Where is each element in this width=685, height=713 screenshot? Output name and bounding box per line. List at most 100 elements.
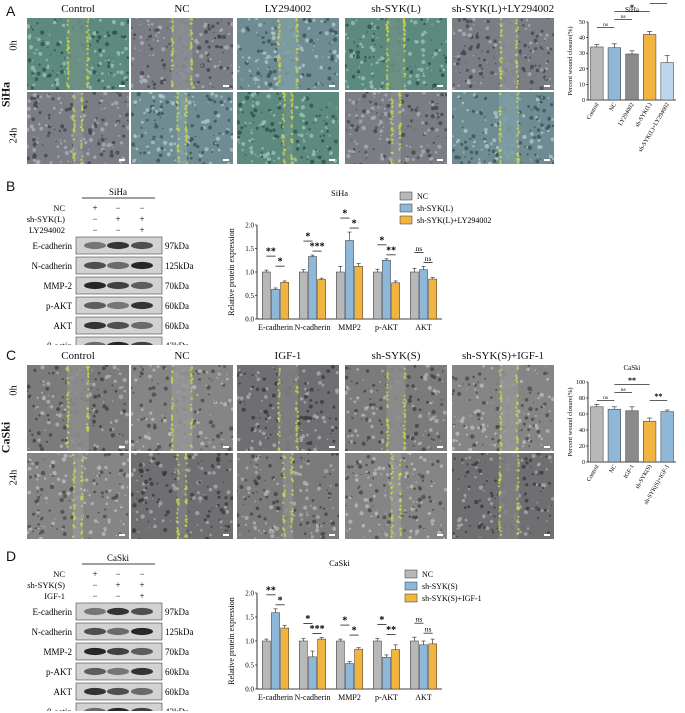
x-tick-label: NC — [609, 102, 618, 112]
bar — [625, 53, 639, 101]
molecular-weight: 60kDa — [165, 667, 189, 677]
micrograph-image — [131, 92, 233, 164]
x-tick-label: AKT — [415, 693, 432, 702]
blot-band — [84, 241, 106, 250]
blot-band — [107, 687, 129, 696]
protein-label: E-cadherin — [33, 241, 73, 251]
y-tick-label: 80 — [579, 396, 585, 402]
column-label: sh-SYK(L) — [371, 3, 421, 15]
treatment-label: LY294002 — [29, 225, 65, 235]
treatment-sign: − — [139, 203, 144, 213]
bar — [280, 627, 289, 690]
molecular-weight: 125kDa — [165, 627, 194, 637]
column-label: sh-SYK(S) — [371, 350, 421, 362]
significance-label: *** — [310, 624, 325, 635]
bar — [428, 278, 437, 320]
significance-label: * — [379, 235, 384, 246]
bar — [382, 260, 391, 320]
y-tick-label: 0 — [582, 460, 585, 466]
y-tick-label: 50 — [579, 20, 585, 26]
y-tick-label: 1.5 — [245, 245, 254, 253]
bar — [419, 644, 428, 690]
y-tick-label: 40 — [579, 428, 585, 434]
bar — [643, 34, 657, 101]
blot-band — [131, 241, 153, 250]
blot-band — [131, 627, 153, 636]
blot-band — [107, 647, 129, 656]
treatment-sign: − — [92, 225, 97, 235]
chart-title: SiHa — [331, 188, 348, 198]
column-label: LY294002 — [264, 3, 312, 15]
micrograph-image — [452, 365, 554, 451]
micrograph-image — [452, 18, 554, 90]
significance-label: ns — [603, 22, 608, 28]
bar — [590, 46, 604, 101]
y-axis-label: Percent wound closure(%) — [567, 388, 574, 457]
treatment-sign: − — [115, 569, 120, 579]
x-tick-label: p-AKT — [375, 693, 398, 702]
column-label: sh-SYK(L)+LY294002 — [451, 3, 555, 15]
y-tick-label: 20 — [579, 67, 585, 73]
significance-label: * — [352, 626, 357, 637]
panel-letter-d: D — [6, 548, 17, 564]
x-tick-label: MMP2 — [338, 693, 361, 702]
micrograph-image — [27, 365, 129, 451]
treatment-label: NC — [53, 569, 65, 579]
y-tick-label: 0.0 — [245, 316, 254, 324]
cell-line-label-siha: SiHa — [0, 81, 13, 108]
treatment-sign: − — [92, 580, 97, 590]
bar — [428, 643, 437, 690]
significance-label: * — [342, 209, 347, 220]
blot-band — [131, 667, 153, 676]
y-tick-label: 2.0 — [245, 590, 254, 598]
column-label: NC — [174, 3, 190, 15]
bar — [410, 640, 419, 690]
significance-label: *** — [310, 242, 325, 253]
micrograph-image — [345, 365, 447, 451]
y-tick-label: 100 — [576, 380, 585, 386]
bar — [336, 640, 345, 690]
legend-swatch — [399, 203, 413, 213]
micrograph-image — [452, 92, 554, 164]
treatment-sign: + — [92, 203, 97, 213]
x-tick-label: LY294002 — [618, 102, 636, 127]
bar — [590, 406, 604, 463]
bar — [280, 282, 289, 320]
chart-a-wound-closure: SiHa 0 10 20 30 40 50 Percent wound closure(%) C… — [567, 2, 676, 153]
bar — [625, 410, 639, 463]
treatment-sign: − — [115, 203, 120, 213]
micrograph-image — [345, 18, 447, 90]
x-tick-label: E-cadherin — [258, 323, 293, 332]
molecular-weight: 42kDa — [165, 707, 189, 711]
blot-band — [131, 341, 153, 345]
bar — [660, 411, 674, 463]
significance-label: ** — [386, 625, 396, 636]
treatment-sign: + — [139, 591, 144, 601]
bar — [607, 47, 621, 101]
chart-title: CaSki — [329, 558, 350, 568]
micrograph-image — [237, 453, 339, 539]
y-tick-label: 1.0 — [245, 269, 254, 277]
blot-band — [131, 687, 153, 696]
bar — [607, 408, 621, 463]
bar — [354, 648, 363, 690]
significance-label: ** — [266, 585, 276, 596]
treatment-sign: + — [139, 580, 144, 590]
y-tick-label: 30 — [579, 51, 585, 57]
protein-label: N-cadherin — [32, 627, 73, 637]
protein-label: AKT — [54, 687, 73, 697]
blot-band — [84, 607, 106, 616]
bar — [382, 657, 391, 690]
legend-swatch — [399, 191, 413, 201]
blot-band — [131, 321, 153, 330]
bar — [317, 279, 326, 320]
x-tick-label: E-cadherin — [258, 693, 293, 702]
blot-band — [84, 321, 106, 330]
blot-band — [131, 707, 153, 711]
legend-label: sh-SYK(S)+IGF-1 — [422, 594, 482, 603]
molecular-weight: 97kDa — [165, 241, 189, 251]
legend-swatch — [399, 215, 413, 225]
blot-cell-line: SiHa — [109, 187, 127, 197]
significance-label: ns — [621, 14, 626, 20]
treatment-sign: − — [115, 225, 120, 235]
